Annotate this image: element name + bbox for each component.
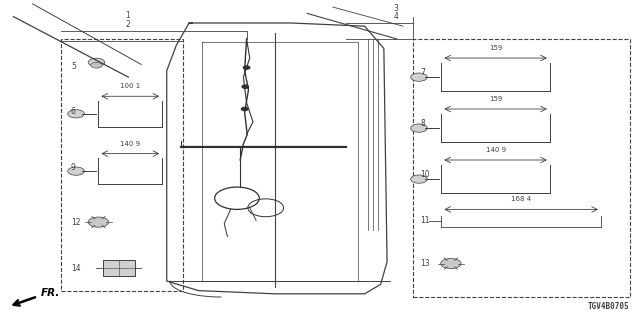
Circle shape	[91, 62, 102, 68]
Circle shape	[242, 85, 248, 88]
Circle shape	[441, 259, 461, 269]
Text: 13: 13	[420, 259, 430, 268]
Text: TGV4B0705: TGV4B0705	[588, 302, 630, 311]
Text: 9: 9	[71, 164, 76, 172]
Text: 8: 8	[420, 119, 425, 128]
Text: 3: 3	[394, 4, 398, 13]
Text: 10: 10	[420, 170, 430, 179]
Bar	[103, 260, 135, 276]
Circle shape	[88, 58, 105, 67]
Text: 12: 12	[71, 218, 81, 227]
Circle shape	[411, 124, 428, 132]
Bar	[413, 39, 630, 297]
Circle shape	[243, 66, 250, 69]
Text: 11: 11	[420, 216, 430, 225]
Text: 140 9: 140 9	[120, 140, 140, 147]
Text: 2: 2	[125, 20, 130, 29]
Text: 7: 7	[420, 68, 425, 77]
Text: 159: 159	[489, 45, 502, 51]
Circle shape	[88, 217, 109, 227]
Text: FR.: FR.	[40, 288, 60, 298]
Circle shape	[411, 73, 428, 81]
Circle shape	[241, 108, 248, 111]
Text: 14: 14	[71, 264, 81, 273]
Text: 168 4: 168 4	[511, 196, 531, 202]
Bar	[61, 39, 182, 291]
Circle shape	[411, 175, 428, 183]
Text: 6: 6	[71, 107, 76, 116]
Circle shape	[68, 110, 84, 118]
Text: 5: 5	[71, 61, 76, 70]
Text: 140 9: 140 9	[486, 147, 506, 153]
Text: 159: 159	[489, 96, 502, 102]
Circle shape	[68, 167, 84, 175]
Text: 4: 4	[394, 12, 398, 21]
Text: 100 1: 100 1	[120, 83, 140, 89]
Text: 1: 1	[125, 11, 130, 20]
